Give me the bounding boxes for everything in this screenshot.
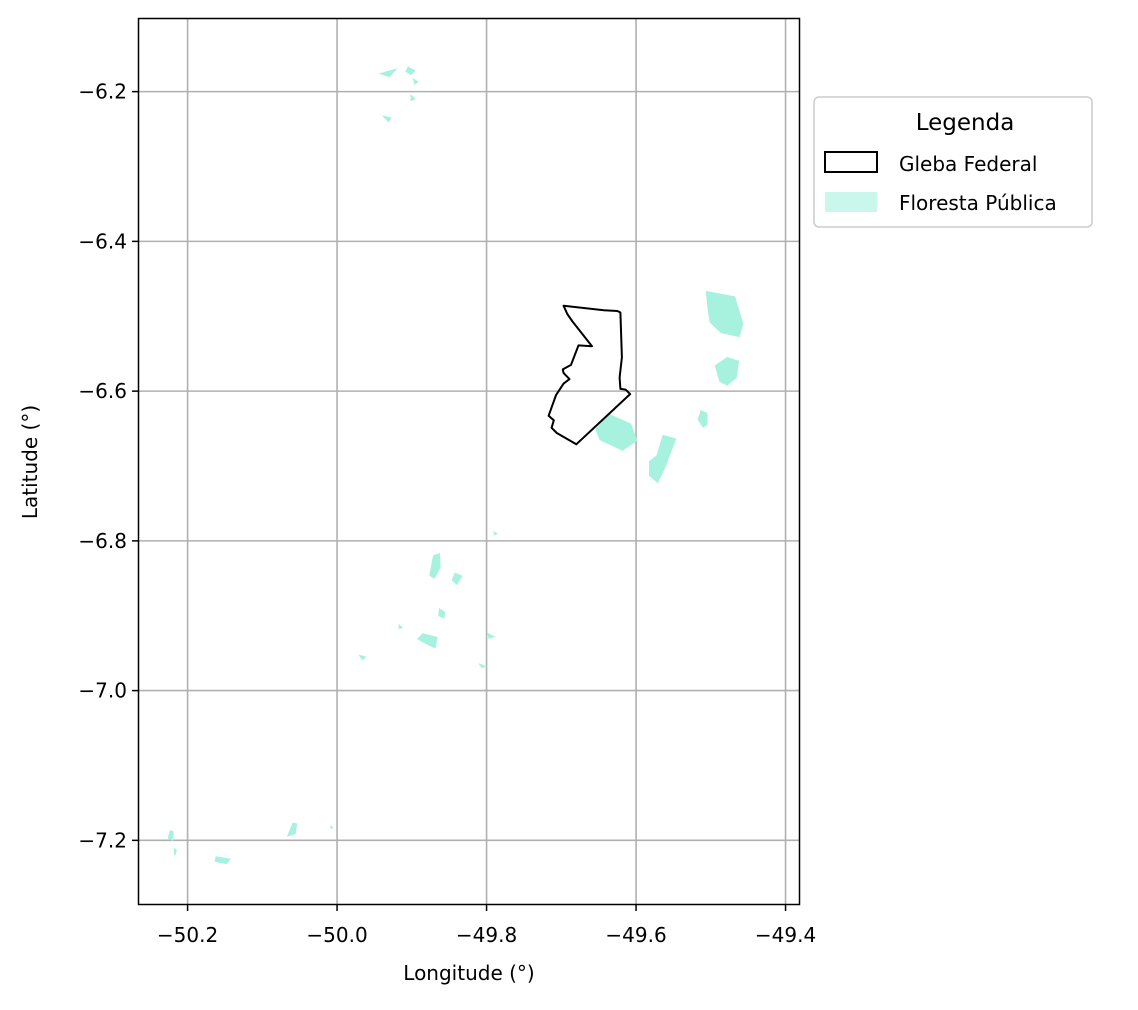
legend-label-floresta-publica: Floresta Pública [899,191,1057,215]
floresta-publica-polygon [410,94,416,102]
floresta-publica-polygon [429,552,441,580]
grid-lines [139,19,799,904]
floresta-publica-polygon [493,530,498,536]
floresta-publica-polygon [416,633,438,649]
x-tick-label: −50.2 [157,923,218,947]
y-tick-label: −6.8 [78,529,127,553]
legend-title: Legenda [916,110,1015,136]
x-tick-label: −49.6 [605,923,666,947]
floresta-publica-polygon [405,66,416,76]
floresta-publica-polygon [438,608,446,619]
y-tick-label: −7.0 [78,679,127,703]
floresta-publica-polygon [487,632,496,639]
legend-label-gleba-federal: Gleba Federal [899,152,1037,176]
x-tick-label: −49.4 [755,923,816,947]
gleba-federal-polygon [547,304,632,446]
floresta-publica-polygon [705,290,744,338]
floresta-publica-polygon [286,822,298,837]
floresta-publica-polygon [381,115,392,123]
floresta-publica-polygon [478,663,488,668]
floresta-publica-polygon [330,824,334,830]
x-axis-ticks: −50.2 −50.0 −49.8 −49.6 −49.4 [157,904,816,947]
floresta-publica-polygon [358,654,367,661]
floresta-publica-layer [167,66,744,865]
y-tick-label: −6.2 [78,80,127,104]
y-axis-ticks: −6.2 −6.4 −6.6 −6.8 −7.0 −7.2 [78,80,139,852]
legend-swatch-floresta-publica [825,192,877,212]
floresta-publica-polygon [398,623,404,630]
y-tick-label: −6.4 [78,229,127,253]
gleba-federal-layer [547,304,632,446]
floresta-publica-polygon [412,77,419,85]
y-tick-label: −6.6 [78,379,127,403]
y-tick-label: −7.2 [78,828,127,852]
floresta-publica-polygon [714,356,740,386]
floresta-publica-polygon [451,572,463,586]
floresta-publica-polygon [173,847,177,856]
floresta-publica-polygon [167,829,174,842]
legend-swatch-gleba-federal [824,151,878,173]
floresta-publica-polygon [214,856,232,865]
floresta-publica-polygon [697,409,708,428]
plot-frame [137,17,801,906]
floresta-publica-polygon [378,68,398,78]
floresta-publica-polygon [649,434,677,484]
legend-box [813,96,1093,228]
x-axis-label: Longitude (°) [403,961,534,985]
x-tick-label: −49.8 [456,923,517,947]
legend: Legenda Gleba Federal Floresta Pública [813,96,1093,228]
floresta-publica-polygon [595,413,638,451]
y-axis-label: Latitude (°) [18,405,42,519]
x-tick-label: −50.0 [306,923,367,947]
